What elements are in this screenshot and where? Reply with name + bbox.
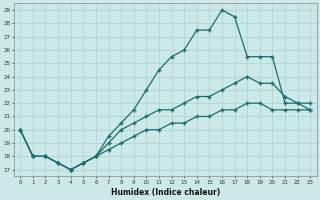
X-axis label: Humidex (Indice chaleur): Humidex (Indice chaleur): [111, 188, 220, 197]
